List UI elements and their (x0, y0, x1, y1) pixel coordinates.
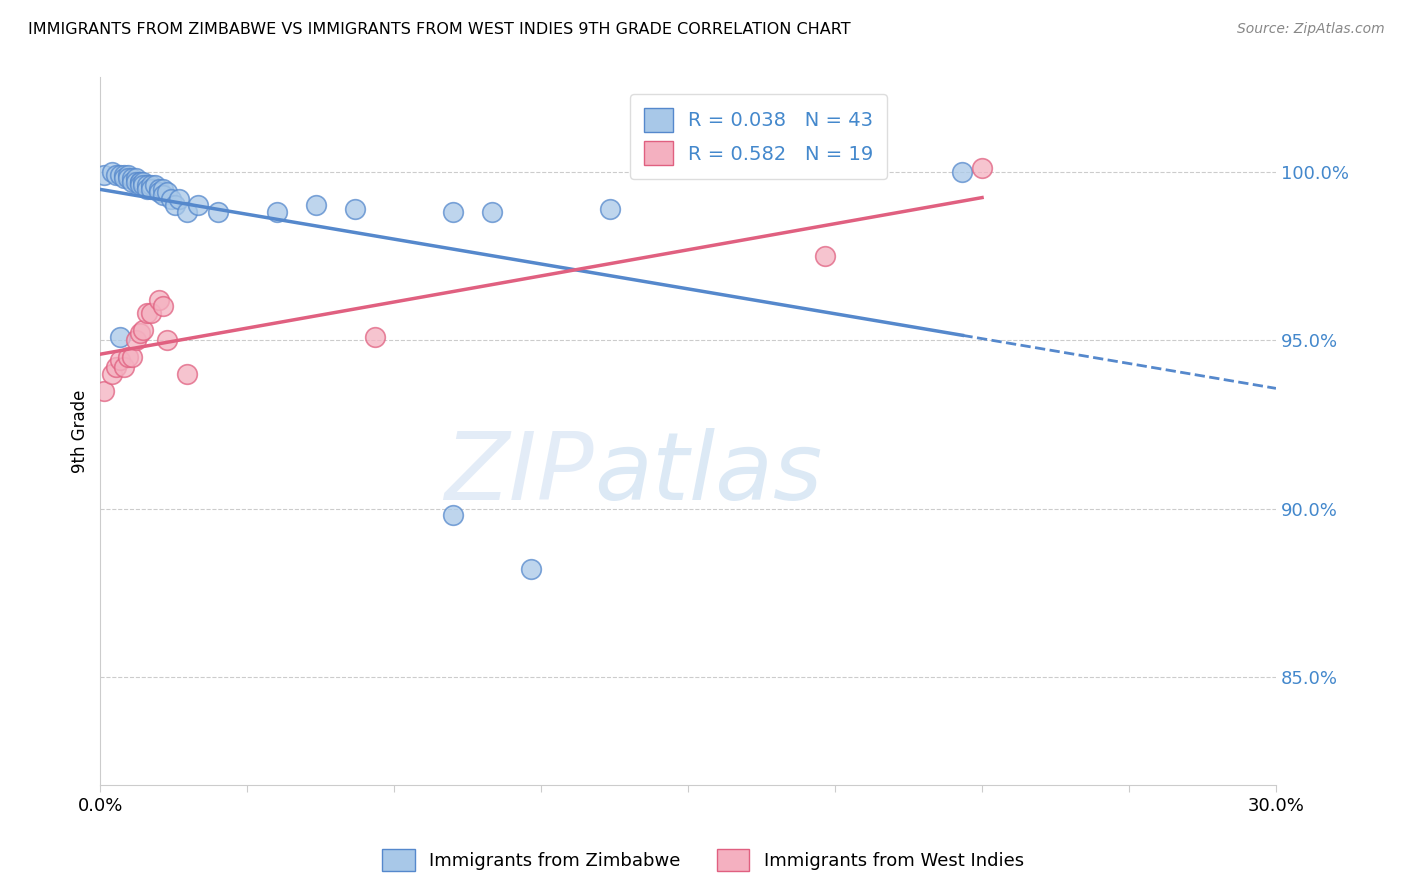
Legend: Immigrants from Zimbabwe, Immigrants from West Indies: Immigrants from Zimbabwe, Immigrants fro… (375, 842, 1031, 879)
Point (814, 249, 837, 263)
Point (156, 333, 179, 347)
Point (124, 175, 146, 189)
Point (117, 350, 139, 364)
Point (117, 168, 139, 182)
Text: atlas: atlas (595, 428, 823, 519)
Point (176, 205, 198, 219)
Point (136, 306, 159, 320)
Point (128, 175, 150, 189)
Point (952, 165, 974, 179)
Point (121, 171, 143, 186)
Point (117, 171, 139, 186)
Text: Source: ZipAtlas.com: Source: ZipAtlas.com (1237, 22, 1385, 37)
Text: IMMIGRANTS FROM ZIMBABWE VS IMMIGRANTS FROM WEST INDIES 9TH GRADE CORRELATION CH: IMMIGRANTS FROM ZIMBABWE VS IMMIGRANTS F… (28, 22, 851, 37)
Y-axis label: 9th Grade: 9th Grade (72, 390, 89, 473)
Point (141, 306, 163, 320)
Point (970, 161, 993, 176)
Point (160, 192, 183, 206)
Point (136, 178, 159, 193)
Point (520, 562, 543, 576)
Point (363, 330, 385, 344)
Point (156, 185, 179, 199)
Point (141, 181, 163, 195)
Point (305, 198, 328, 212)
Point (105, 168, 128, 182)
Point (112, 171, 135, 186)
Point (344, 202, 367, 216)
Point (132, 178, 155, 193)
Point (128, 326, 150, 341)
Point (152, 188, 174, 202)
Point (152, 181, 174, 195)
Point (176, 367, 198, 381)
Point (187, 198, 209, 212)
Point (152, 300, 174, 314)
Point (599, 202, 621, 216)
Point (124, 333, 146, 347)
Point (148, 293, 170, 307)
Point (148, 185, 170, 199)
Point (101, 165, 124, 179)
Point (163, 198, 186, 212)
Legend: R = 0.038   N = 43, R = 0.582   N = 19: R = 0.038 N = 43, R = 0.582 N = 19 (630, 95, 887, 178)
Point (105, 360, 128, 375)
Point (148, 181, 170, 195)
Point (441, 205, 464, 219)
Point (101, 367, 124, 381)
Point (124, 171, 146, 186)
Point (143, 178, 166, 193)
Point (93, 384, 115, 398)
Point (108, 330, 131, 344)
Text: ZIP: ZIP (444, 428, 595, 519)
Point (136, 181, 159, 195)
Point (128, 175, 150, 189)
Point (167, 192, 190, 206)
Point (481, 205, 503, 219)
Point (108, 168, 131, 182)
Point (207, 205, 229, 219)
Point (132, 175, 155, 189)
Point (132, 323, 155, 337)
Point (93, 168, 115, 182)
Point (128, 178, 150, 193)
Point (112, 168, 135, 182)
Point (112, 360, 135, 375)
Point (121, 350, 143, 364)
Point (108, 353, 131, 368)
Point (121, 175, 143, 189)
Point (141, 178, 163, 193)
Point (266, 205, 288, 219)
Point (441, 508, 464, 523)
